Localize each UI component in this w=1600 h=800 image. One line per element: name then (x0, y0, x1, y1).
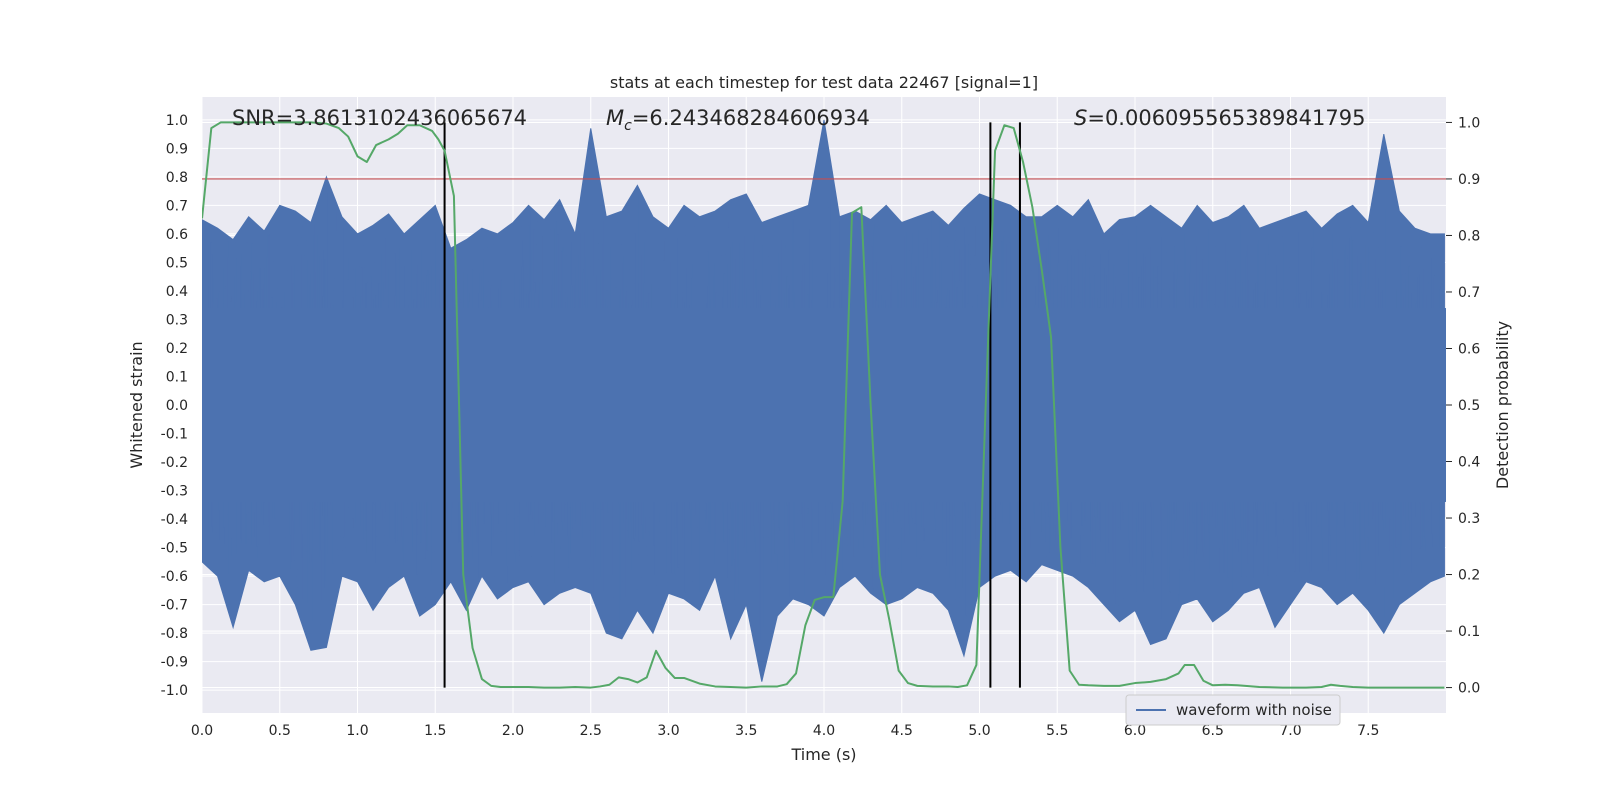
y2-tick-label-0p6: 0.6 (1458, 341, 1480, 357)
y-tick-label-neg0p4: -0.4 (161, 512, 188, 528)
x-tick-label-1p0: 1.0 (346, 723, 368, 739)
series-layer (202, 119, 1446, 689)
y-tick-label-neg0p6: -0.6 (161, 569, 188, 585)
y-tick-label-neg0p7: -0.7 (161, 598, 188, 614)
x-axis-ticks: 0.0 0.5 1.0 1.5 2.0 2.5 3.0 3.5 4.0 4.5 5.0 5.5 6.0 6… (191, 723, 1380, 739)
y2-tick-label-0p2: 0.2 (1458, 568, 1480, 584)
y-tick-label-0p2: 0.2 (166, 341, 188, 357)
y-tick-label-neg0p9: -0.9 (161, 655, 188, 671)
y-tick-label-0p1: 0.1 (166, 369, 188, 385)
y-tick-label-neg1p0: -1.0 (161, 683, 188, 699)
y-tick-label-0p3: 0.3 (166, 312, 188, 328)
x-axis-label: Time (s) (790, 745, 856, 764)
event-marker-lines (443, 122, 1021, 688)
waveform-core (202, 308, 1446, 502)
y-tick-label-neg0p2: -0.2 (161, 455, 188, 471)
chirp-mass-symbol: M (606, 106, 624, 130)
legend-label-waveform: waveform with noise (1176, 701, 1332, 719)
y-tick-label-neg0p3: -0.3 (161, 484, 188, 500)
y2-tick-label-0p5: 0.5 (1458, 398, 1480, 414)
x-tick-label-5p5: 5.5 (1046, 723, 1068, 739)
chirp-mass-value: =6.243468284606934 (632, 106, 870, 130)
y-tick-label-neg0p1: -0.1 (161, 427, 188, 443)
x-tick-label-6p0: 6.0 (1124, 723, 1146, 739)
snr-annotation: SNR=3.8613102436065674 (232, 106, 527, 130)
y2-axis-ticks: 1.0 0.9 0.8 0.7 0.6 0.5 0.4 0.3 0.2 0.1 0.0 (1446, 115, 1480, 697)
y-tick-label-0p0: 0.0 (166, 398, 188, 414)
x-tick-label-4p5: 4.5 (891, 723, 913, 739)
y2-tick-label-0p7: 0.7 (1458, 285, 1480, 301)
y-tick-label-neg0p5: -0.5 (161, 541, 188, 557)
y2-tick-label-1p0: 1.0 (1458, 115, 1480, 131)
x-tick-label-0p0: 0.0 (191, 723, 213, 739)
x-tick-label-2p5: 2.5 (580, 723, 602, 739)
y2-tick-label-0p8: 0.8 (1458, 228, 1480, 244)
x-tick-label-3p5: 3.5 (735, 723, 757, 739)
y2-tick-label-0p1: 0.1 (1458, 624, 1480, 640)
x-tick-label-7p5: 7.5 (1357, 723, 1379, 739)
s-symbol: S (1074, 106, 1087, 130)
y-tick-label-0p4: 0.4 (166, 284, 188, 300)
y-tick-label-neg0p8: -0.8 (161, 626, 188, 642)
legend: waveform with noise (1125, 694, 1341, 726)
y-axis-ticks: 1.0 0.9 0.8 0.7 0.6 0.5 0.4 0.3 0.2 0.1 0.0 -0.1 -0.… (161, 113, 188, 699)
y2-axis-label: Detection probability (1493, 321, 1512, 489)
s-annotation: S=0.006095565389841795 (1074, 106, 1365, 130)
chirp-mass-subscript: c (624, 118, 632, 134)
y2-tick-label-0p0: 0.0 (1458, 681, 1480, 697)
x-tick-label-5p0: 5.0 (968, 723, 990, 739)
y-tick-label-1p0: 1.0 (166, 113, 188, 129)
x-tick-label-4p0: 4.0 (813, 723, 835, 739)
waveform-spikes (202, 141, 1446, 669)
x-tick-label-7p0: 7.0 (1279, 723, 1301, 739)
s-value: =0.006095565389841795 (1087, 106, 1365, 130)
x-tick-label-1p5: 1.5 (424, 723, 446, 739)
y-axis-label: Whitened strain (127, 341, 146, 468)
x-tick-label-6p5: 6.5 (1202, 723, 1224, 739)
y2-tick-label-0p3: 0.3 (1458, 511, 1480, 527)
y2-tick-label-0p9: 0.9 (1458, 172, 1480, 188)
y-tick-label-0p6: 0.6 (166, 227, 188, 243)
x-tick-label-3p0: 3.0 (657, 723, 679, 739)
chart-title: stats at each timestep for test data 224… (610, 73, 1038, 92)
chirp-mass-annotation: Mc=6.243468284606934 (606, 106, 870, 134)
x-tick-label-0p5: 0.5 (269, 723, 291, 739)
y-tick-label-0p8: 0.8 (166, 170, 188, 186)
detection-probability-series (202, 121, 1445, 689)
y-tick-label-0p9: 0.9 (166, 141, 188, 157)
y-tick-label-0p7: 0.7 (166, 198, 188, 214)
y-tick-label-0p5: 0.5 (166, 255, 188, 271)
y2-tick-label-0p4: 0.4 (1458, 455, 1480, 471)
legend-box (1125, 694, 1341, 726)
x-tick-label-2p0: 2.0 (502, 723, 524, 739)
